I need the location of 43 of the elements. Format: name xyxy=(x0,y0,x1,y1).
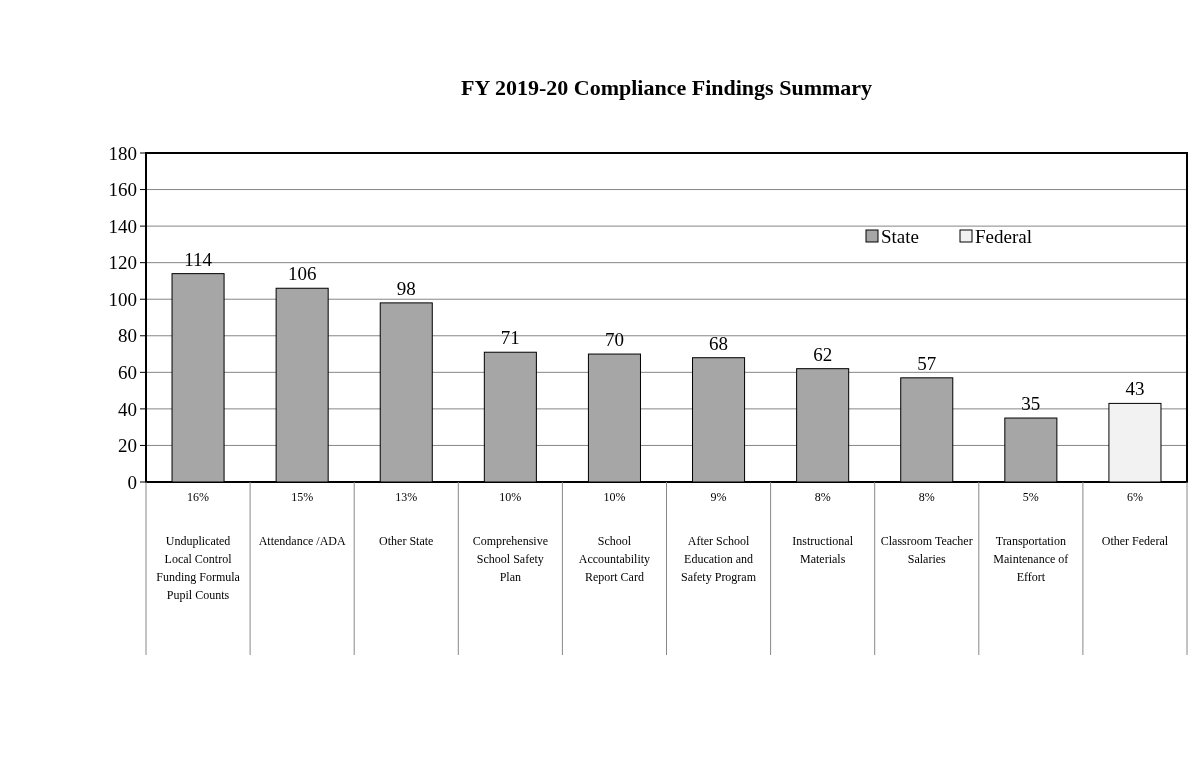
data-label: 43 xyxy=(1125,378,1145,400)
text: 6% xyxy=(1126,490,1143,504)
x-tick-label: Classroom Teacher Salaries xyxy=(880,534,973,566)
x-tick-label: Other State xyxy=(379,534,434,548)
x-tick-label: Instructional Materials xyxy=(792,534,854,566)
legend-label: Federal xyxy=(975,225,1032,247)
x-tick-label: Other Federal xyxy=(1101,534,1169,548)
y-tick-label: 40 xyxy=(118,398,137,420)
data-label: 114 xyxy=(184,248,213,270)
x-tick-label: Transportation Maintenance of Effort xyxy=(993,534,1069,584)
legend-label: State xyxy=(881,225,919,247)
y-tick-label: 100 xyxy=(108,288,137,310)
text: 8% xyxy=(814,490,831,504)
x-tick-label: Comprehensive School Safety Plan xyxy=(472,534,549,584)
x-tick-label: After School Education and Safety Program xyxy=(681,534,757,584)
text: 16% xyxy=(187,490,210,504)
y-tick-label: 0 xyxy=(127,471,137,493)
x-tick-label: Attendance /ADA xyxy=(258,534,346,548)
data-label: 35 xyxy=(1021,393,1041,415)
data-label: 62 xyxy=(813,343,833,365)
y-tick-label: 160 xyxy=(108,179,137,201)
y-tick-label: 180 xyxy=(108,142,137,164)
x-tick-label: Unduplicated Local Control Funding Formula Pupil Counts xyxy=(156,534,241,602)
data-label: 70 xyxy=(604,329,624,351)
y-tick-label: 120 xyxy=(108,252,137,274)
data-label: 57 xyxy=(917,352,937,374)
text: 8% xyxy=(918,490,935,504)
data-label: 98 xyxy=(396,277,416,299)
text: 15% xyxy=(291,490,314,504)
y-tick-label: 140 xyxy=(108,215,137,237)
text: 5% xyxy=(1022,490,1039,504)
data-label: 106 xyxy=(287,263,317,285)
chart-title: FY 2019-20 Compliance Findings Summary xyxy=(460,75,873,100)
text: 10% xyxy=(603,490,626,504)
y-tick-label: 20 xyxy=(118,435,137,457)
data-label: 71 xyxy=(500,327,520,349)
text: 9% xyxy=(710,490,727,504)
text: 10% xyxy=(499,490,522,504)
y-tick-label: 80 xyxy=(118,325,137,347)
x-tick-label: School Accountability Report Card xyxy=(578,534,651,584)
y-tick-label: 60 xyxy=(118,361,137,383)
text: 13% xyxy=(395,490,418,504)
data-label: 68 xyxy=(709,332,729,354)
